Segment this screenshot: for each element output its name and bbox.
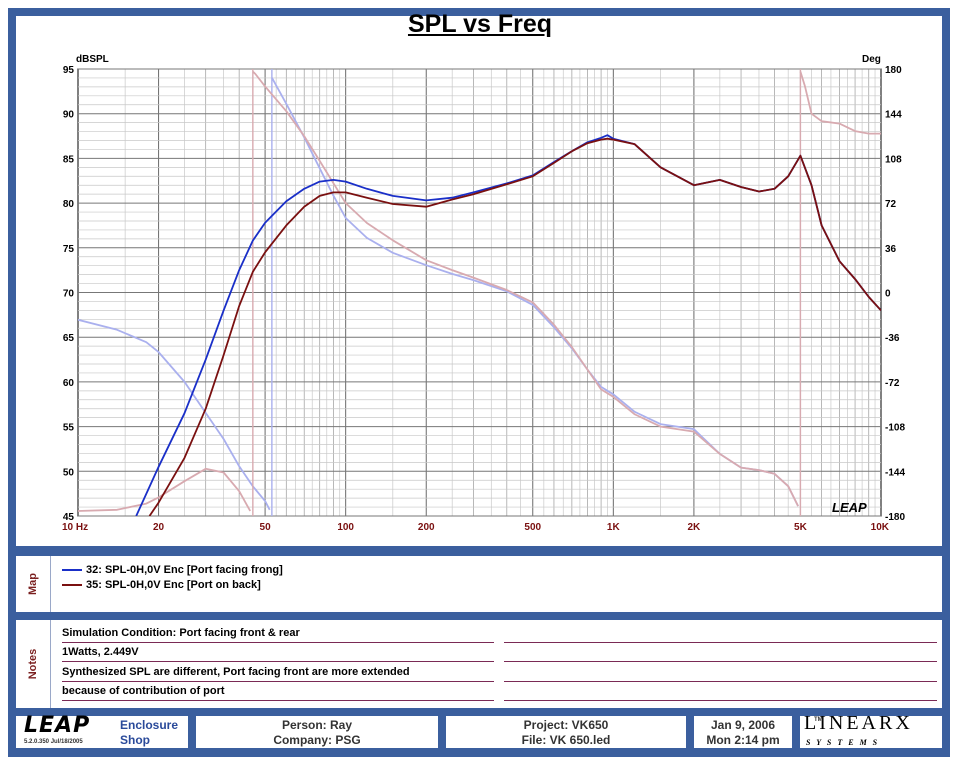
legend-swatch-32 <box>62 569 82 571</box>
legend-label-32: 32: SPL-0H,0V Enc [Port facing frong] <box>86 564 283 576</box>
note-line-2[interactable]: 1Watts, 2.449V <box>62 645 494 662</box>
y-tick-label: 95 <box>63 65 75 76</box>
y2-tick-label: 0 <box>885 289 891 300</box>
linearx-tm: TM <box>814 717 823 723</box>
footer-date-box: Jan 9, 2006 Mon 2:14 pm <box>694 716 792 748</box>
y2-tick-label: -108 <box>885 423 905 434</box>
company: Company: PSG <box>273 733 361 747</box>
note-line-right-1[interactable] <box>504 626 937 643</box>
app-name-line1: Enclosure <box>120 718 179 732</box>
x-tick-label: 10 Hz <box>62 522 88 533</box>
project: Project: VK650 <box>523 718 609 732</box>
y-tick-label: 55 <box>63 423 75 434</box>
x-tick-label: 10K <box>871 522 890 533</box>
leap-logo: LEAP <box>24 713 91 738</box>
date: Jan 9, 2006 <box>710 718 776 732</box>
x-tick-label: 1K <box>607 522 621 533</box>
y2-tick-label: 36 <box>885 244 897 255</box>
time: Mon 2:14 pm <box>706 733 780 747</box>
legend-entry-35[interactable]: 35: SPL-0H,0V Enc [Port on back] <box>62 579 261 591</box>
note-line-4[interactable]: because of contribution of port <box>62 684 494 701</box>
map-label: Map <box>27 573 39 595</box>
linearx-systems: S Y S T E M S <box>806 738 880 747</box>
phase-line <box>252 70 799 507</box>
axes: 45 50 55 60 65 70 75 80 85 90 95 -180 -144 -108 -72 -36… <box>62 65 905 533</box>
legend-entry-32[interactable]: 32: SPL-0H,0V Enc [Port facing frong] <box>62 564 283 576</box>
y-tick-label: 60 <box>63 378 75 389</box>
app-name-line2: Shop <box>120 733 150 747</box>
x-tick-label: 50 <box>260 522 272 533</box>
y-tick-label: 45 <box>63 512 75 523</box>
notes-side-label: Notes <box>16 620 51 708</box>
leap-version: 5.2.0.350 Jul/18/2005 <box>24 739 83 745</box>
phase-line <box>799 71 881 135</box>
note-line-right-3[interactable] <box>504 665 937 682</box>
person: Person: Ray <box>281 718 353 732</box>
footer-project-box: Project: VK650 File: VK 650.led <box>446 716 686 748</box>
x-tick-label: 2K <box>688 522 702 533</box>
leap-watermark: LEAP <box>832 500 867 515</box>
y2-tick-label: 180 <box>885 65 902 76</box>
phase-line <box>78 467 251 512</box>
legend-label-35: 35: SPL-0H,0V Enc [Port on back] <box>86 579 261 591</box>
legend-swatch-35 <box>62 584 82 586</box>
x-tick-label: 5K <box>794 522 808 533</box>
grid <box>77 68 882 517</box>
y-tick-label: 70 <box>63 289 75 300</box>
y2-tick-label: 72 <box>885 199 897 210</box>
y2-tick-label: -36 <box>885 333 900 344</box>
note-line-1[interactable]: Simulation Condition: Port facing front … <box>62 626 494 643</box>
map-panel <box>16 556 942 612</box>
y-tick-label: 65 <box>63 333 75 344</box>
y-tick-label: 85 <box>63 154 75 165</box>
file: File: VK 650.led <box>521 733 611 747</box>
spl-chart: 45 50 55 60 65 70 75 80 85 90 95 -180 -144 -108 -72 -36… <box>62 54 905 533</box>
phase-line <box>78 318 271 511</box>
y2-tick-label: -144 <box>885 467 905 478</box>
y2-tick-label: -72 <box>885 378 900 389</box>
note-line-right-4[interactable] <box>504 684 937 701</box>
x-tick-label: 100 <box>337 522 354 533</box>
chart-title: SPL vs Freq <box>407 10 553 38</box>
footer-person-box: Person: Ray Company: PSG <box>196 716 438 748</box>
note-line-right-2[interactable] <box>504 645 937 662</box>
x-tick-label: 20 <box>153 522 165 533</box>
series <box>78 69 881 516</box>
x-tick-label: 200 <box>418 522 435 533</box>
footer-app-box: LEAP 5.2.0.350 Jul/18/2005 Enclosure Sho… <box>16 713 188 748</box>
map-side-label: Map <box>16 556 51 612</box>
x-tick-label: 500 <box>524 522 541 533</box>
footer-brand-box: LINEARX TM S Y S T E M S <box>800 712 942 748</box>
note-line-3[interactable]: Synthesized SPL are different, Port faci… <box>62 665 494 682</box>
y2-tick-label: 108 <box>885 154 902 165</box>
left-axis-label: dBSPL <box>76 54 109 65</box>
linearx-logo: LINEARX <box>804 712 913 734</box>
y2-tick-label: 144 <box>885 110 902 121</box>
notes-label: Notes <box>27 648 39 680</box>
y2-tick-label: -180 <box>885 512 905 523</box>
y-tick-label: 90 <box>63 110 75 121</box>
y-tick-label: 80 <box>63 199 75 210</box>
right-axis-label: Deg <box>862 54 881 65</box>
spl-line <box>148 137 881 516</box>
y-tick-label: 50 <box>63 467 75 478</box>
notes-panel <box>16 620 942 708</box>
y-tick-label: 75 <box>63 244 75 255</box>
